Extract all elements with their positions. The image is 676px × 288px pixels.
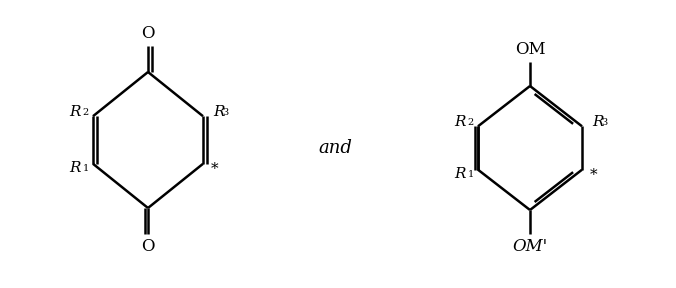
- Text: 1: 1: [82, 164, 89, 173]
- Text: R: R: [70, 105, 81, 119]
- Text: O: O: [141, 238, 155, 255]
- Text: *: *: [211, 162, 218, 176]
- Text: R: R: [70, 161, 81, 175]
- Text: 2: 2: [468, 118, 474, 127]
- Text: 3: 3: [601, 118, 607, 127]
- Text: R: R: [592, 115, 604, 129]
- Text: R: R: [454, 167, 466, 181]
- Text: O: O: [141, 25, 155, 42]
- Text: R: R: [213, 105, 224, 119]
- Text: *: *: [590, 168, 598, 182]
- Text: R: R: [454, 115, 466, 129]
- Text: OM': OM': [512, 238, 548, 255]
- Text: OM: OM: [514, 41, 546, 58]
- Text: 2: 2: [82, 108, 89, 117]
- Text: 1: 1: [468, 170, 474, 179]
- Text: and: and: [318, 139, 352, 157]
- Text: 3: 3: [222, 108, 228, 117]
